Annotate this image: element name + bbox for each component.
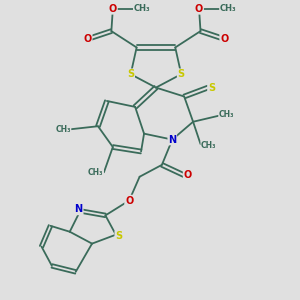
Text: O: O	[184, 170, 192, 180]
Text: N: N	[168, 135, 176, 145]
Text: O: O	[109, 4, 117, 14]
Text: N: N	[75, 204, 83, 214]
Text: S: S	[178, 69, 185, 79]
Text: S: S	[127, 69, 134, 79]
Text: O: O	[195, 4, 203, 14]
Text: O: O	[125, 196, 133, 206]
Text: S: S	[208, 82, 215, 93]
Text: CH₃: CH₃	[55, 125, 71, 134]
Text: CH₃: CH₃	[201, 141, 217, 150]
Text: O: O	[83, 34, 92, 44]
Text: CH₃: CH₃	[220, 4, 236, 13]
Text: O: O	[220, 34, 228, 44]
Text: CH₃: CH₃	[219, 110, 234, 119]
Text: CH₃: CH₃	[88, 168, 103, 177]
Text: CH₃: CH₃	[134, 4, 150, 13]
Text: S: S	[115, 231, 122, 241]
